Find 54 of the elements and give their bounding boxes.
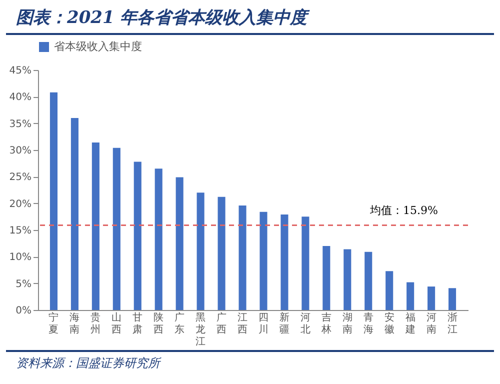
x-tick-label: 吉林 bbox=[320, 312, 332, 336]
chart-title: 图表：2021 年各省省本级收入集中度 bbox=[6, 0, 494, 35]
bar bbox=[344, 249, 352, 310]
bar bbox=[92, 142, 100, 310]
y-tick-label: 10% bbox=[9, 252, 32, 264]
y-tick-label: 35% bbox=[9, 118, 32, 130]
y-tick-label: 30% bbox=[9, 146, 32, 156]
bar bbox=[428, 286, 436, 310]
bar bbox=[364, 252, 372, 310]
y-tick-label: 15% bbox=[9, 226, 32, 236]
bar bbox=[260, 212, 268, 310]
y-tick-label: 25% bbox=[9, 172, 32, 184]
y-tick-label: 20% bbox=[9, 198, 32, 210]
x-tick-label: 山西 bbox=[112, 312, 122, 336]
x-tick-label: 湖南 bbox=[342, 312, 352, 336]
x-tick-label: 贵州 bbox=[90, 312, 101, 336]
y-tick-label: 45% bbox=[9, 66, 32, 76]
x-tick-label: 安徽 bbox=[384, 312, 394, 336]
bar bbox=[112, 148, 120, 310]
bar bbox=[448, 288, 456, 310]
bar bbox=[134, 162, 142, 310]
x-tick-label: 新疆 bbox=[279, 312, 290, 336]
bar bbox=[218, 196, 226, 310]
bar bbox=[406, 282, 414, 310]
bar bbox=[280, 214, 288, 310]
y-tick-label: 0% bbox=[16, 306, 32, 316]
bar bbox=[302, 216, 310, 310]
x-tick-label: 浙江 bbox=[447, 312, 458, 336]
y-tick-label: 5% bbox=[16, 278, 32, 290]
legend-label: 省本级收入集中度 bbox=[54, 40, 142, 53]
x-tick-label: 广东 bbox=[174, 312, 185, 336]
bar bbox=[70, 118, 78, 310]
x-tick-label: 陕西 bbox=[154, 312, 164, 336]
bar bbox=[238, 205, 246, 310]
bar bbox=[322, 246, 330, 310]
x-tick-label: 河南 bbox=[426, 312, 436, 336]
x-tick-label: 宁夏 bbox=[48, 312, 59, 336]
x-tick-label: 广西 bbox=[216, 312, 227, 336]
bar bbox=[196, 192, 204, 310]
bar bbox=[176, 177, 184, 310]
x-tick-label: 福建 bbox=[404, 312, 416, 336]
bar bbox=[386, 271, 394, 310]
x-tick-label: 河北 bbox=[300, 312, 310, 336]
bar bbox=[154, 168, 162, 310]
x-tick-label: 四川 bbox=[258, 312, 268, 336]
text: 资料来源：国盛证券研究所 bbox=[6, 350, 494, 375]
bar bbox=[50, 92, 58, 310]
y-tick-label: 40% bbox=[9, 92, 32, 104]
ref-line-label: 均值：15.9% bbox=[369, 204, 438, 218]
x-tick-label: 青海 bbox=[363, 312, 374, 336]
x-tick-label: 甘肃 bbox=[132, 312, 143, 336]
x-tick-label: 黑龙江 bbox=[196, 312, 206, 348]
x-tick-label: 海南 bbox=[70, 312, 80, 336]
x-tick-label: 江西 bbox=[238, 312, 248, 336]
